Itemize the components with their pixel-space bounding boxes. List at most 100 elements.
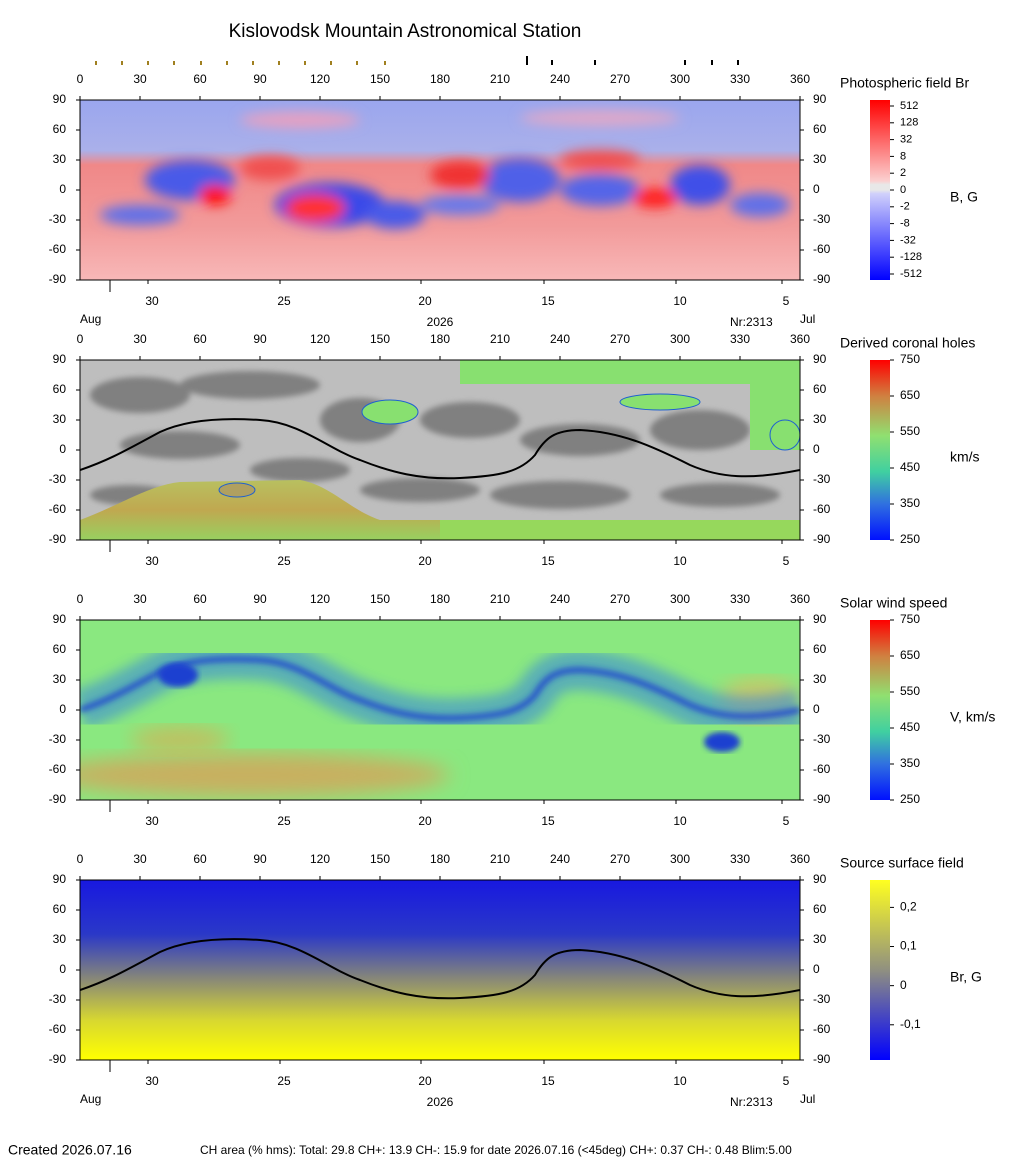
lon-tick-label: 330 bbox=[730, 72, 750, 86]
colorbar bbox=[870, 880, 890, 1060]
date-tick-label: 25 bbox=[277, 294, 291, 308]
date-tick-label: 25 bbox=[277, 1074, 291, 1088]
date-tick-label: 10 bbox=[673, 554, 687, 568]
colorbar-title: Photospheric field Br bbox=[840, 75, 970, 91]
colorbar-unit: Br, G bbox=[950, 969, 982, 985]
date-tick-label: 15 bbox=[541, 814, 555, 828]
colorbar-title: Derived coronal holes bbox=[840, 335, 975, 351]
lat-tick-label: 90 bbox=[53, 872, 67, 886]
lat-tick-label: 30 bbox=[813, 932, 827, 946]
colorbar-title: Source surface field bbox=[840, 855, 964, 871]
lon-tick-label: 300 bbox=[670, 332, 690, 346]
lon-tick-label: 60 bbox=[193, 592, 207, 606]
lon-tick-label: 360 bbox=[790, 72, 810, 86]
lon-tick-label: 120 bbox=[310, 592, 330, 606]
date-tick-label: 30 bbox=[145, 554, 159, 568]
colorbar-tick-label: 350 bbox=[900, 756, 920, 770]
rotation-label: Nr:2313 bbox=[730, 1095, 773, 1109]
colorbar-tick-label: 8 bbox=[900, 150, 906, 162]
colorbar-tick-label: 250 bbox=[900, 792, 920, 806]
lat-tick-label: -60 bbox=[49, 242, 67, 256]
colorbar-unit: km/s bbox=[950, 449, 980, 465]
lat-tick-label: 0 bbox=[813, 442, 820, 456]
lon-tick-label: 0 bbox=[77, 852, 84, 866]
date-tick-label: 15 bbox=[541, 294, 555, 308]
lon-tick-label: 270 bbox=[610, 72, 630, 86]
lat-tick-label: 30 bbox=[813, 412, 827, 426]
lat-tick-label: 90 bbox=[53, 352, 67, 366]
colorbar-title: Solar wind speed bbox=[840, 595, 947, 611]
lat-tick-label: 90 bbox=[813, 92, 827, 106]
start-month: Aug bbox=[80, 1092, 101, 1106]
date-tick-label: 15 bbox=[541, 1074, 555, 1088]
lon-tick-label: 60 bbox=[193, 72, 207, 86]
colorbar-tick-label: 550 bbox=[900, 424, 920, 438]
lon-tick-label: 360 bbox=[790, 592, 810, 606]
lon-tick-label: 240 bbox=[550, 332, 570, 346]
lon-tick-label: 180 bbox=[430, 332, 450, 346]
colorbar bbox=[870, 100, 890, 280]
colorbar-tick-label: 0 bbox=[900, 978, 907, 992]
colorbar-tick-label: 0,1 bbox=[900, 939, 917, 953]
lon-tick-label: 30 bbox=[133, 852, 147, 866]
lat-tick-label: 90 bbox=[813, 612, 827, 626]
lon-tick-label: 150 bbox=[370, 592, 390, 606]
lat-tick-label: -60 bbox=[813, 242, 831, 256]
lat-tick-label: 60 bbox=[53, 382, 67, 396]
colorbar-tick-label: 650 bbox=[900, 388, 920, 402]
lon-tick-label: 0 bbox=[77, 332, 84, 346]
lat-tick-label: -60 bbox=[49, 762, 67, 776]
colorbar-tick-label: 450 bbox=[900, 460, 920, 474]
lon-tick-label: 0 bbox=[77, 72, 84, 86]
lon-tick-label: 360 bbox=[790, 852, 810, 866]
date-tick-label: 20 bbox=[418, 814, 432, 828]
date-tick-label: 5 bbox=[783, 814, 790, 828]
lon-tick-label: 210 bbox=[490, 72, 510, 86]
year-label: 2026 bbox=[427, 315, 454, 329]
source-surface-map bbox=[80, 880, 800, 1060]
date-tick-label: 30 bbox=[145, 814, 159, 828]
lat-tick-label: 0 bbox=[59, 962, 66, 976]
colorbar-unit: B, G bbox=[950, 189, 978, 205]
lat-tick-label: -60 bbox=[813, 502, 831, 516]
colorbar-tick-label: -8 bbox=[900, 218, 910, 230]
colorbar-tick-label: 0,2 bbox=[900, 900, 917, 914]
lat-tick-label: -30 bbox=[49, 472, 67, 486]
lat-tick-label: -30 bbox=[49, 992, 67, 1006]
lat-tick-label: -90 bbox=[49, 1052, 67, 1066]
lat-tick-label: -90 bbox=[49, 532, 67, 546]
lat-tick-label: 60 bbox=[813, 902, 827, 916]
date-tick-label: 10 bbox=[673, 294, 687, 308]
lon-tick-label: 240 bbox=[550, 592, 570, 606]
lon-tick-label: 330 bbox=[730, 592, 750, 606]
date-tick-label: 5 bbox=[783, 554, 790, 568]
lat-tick-label: -60 bbox=[813, 762, 831, 776]
colorbar-tick-label: -512 bbox=[900, 268, 922, 280]
colorbar-tick-label: 350 bbox=[900, 496, 920, 510]
lat-tick-label: 30 bbox=[53, 932, 67, 946]
lat-tick-label: 60 bbox=[53, 902, 67, 916]
lon-tick-label: 120 bbox=[310, 332, 330, 346]
lon-tick-label: 210 bbox=[490, 592, 510, 606]
lon-tick-label: 180 bbox=[430, 592, 450, 606]
lon-tick-label: 30 bbox=[133, 72, 147, 86]
date-tick-label: 5 bbox=[783, 294, 790, 308]
date-tick-label: 10 bbox=[673, 1074, 687, 1088]
colorbar-tick-label: 2 bbox=[900, 167, 906, 179]
lat-tick-label: -30 bbox=[813, 212, 831, 226]
lon-tick-label: 330 bbox=[730, 332, 750, 346]
lat-tick-label: -90 bbox=[813, 792, 831, 806]
lon-tick-label: 300 bbox=[670, 852, 690, 866]
date-tick-label: 15 bbox=[541, 554, 555, 568]
figure-title: Kislovodsk Mountain Astronomical Station bbox=[229, 21, 582, 42]
end-month: Jul bbox=[800, 1092, 815, 1106]
start-month: Aug bbox=[80, 312, 101, 326]
lon-tick-label: 300 bbox=[670, 72, 690, 86]
lon-tick-label: 60 bbox=[193, 852, 207, 866]
lon-tick-label: 180 bbox=[430, 72, 450, 86]
coronal-holes-map bbox=[80, 360, 800, 540]
solar-wind-map bbox=[80, 620, 800, 800]
lat-tick-label: 30 bbox=[53, 412, 67, 426]
lon-tick-label: 270 bbox=[610, 852, 630, 866]
